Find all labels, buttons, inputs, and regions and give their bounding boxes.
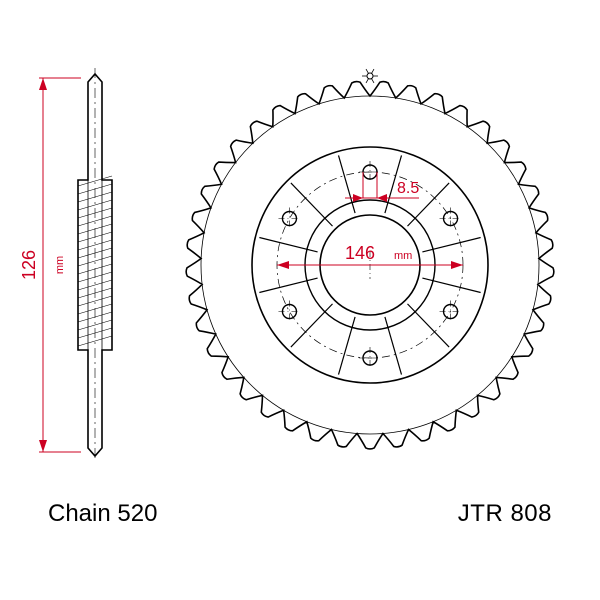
drawing-page: { "part_number": "JTR 808", "chain_size"… (0, 0, 600, 600)
side-hatch (78, 176, 112, 346)
dim-126-unit: mm (54, 256, 66, 274)
chain-size-label: Chain 520 (48, 500, 157, 528)
dim-8-5: 8.5 (345, 172, 419, 202)
dim-146: 146 mm (277, 243, 463, 269)
dim-146-unit: mm (394, 250, 412, 262)
front-view: 146 mm 8.5 (186, 69, 554, 449)
side-view: 126 mm (19, 68, 112, 462)
dim-8-5-value: 8.5 (397, 180, 419, 197)
dim-126: 126 mm (19, 78, 81, 452)
dim-126-value: 126 (19, 250, 39, 280)
part-number-label: JTR 808 (458, 500, 552, 528)
bottom-labels: Chain 520 JTR 808 (0, 500, 600, 528)
dim-146-value: 146 (345, 243, 375, 263)
